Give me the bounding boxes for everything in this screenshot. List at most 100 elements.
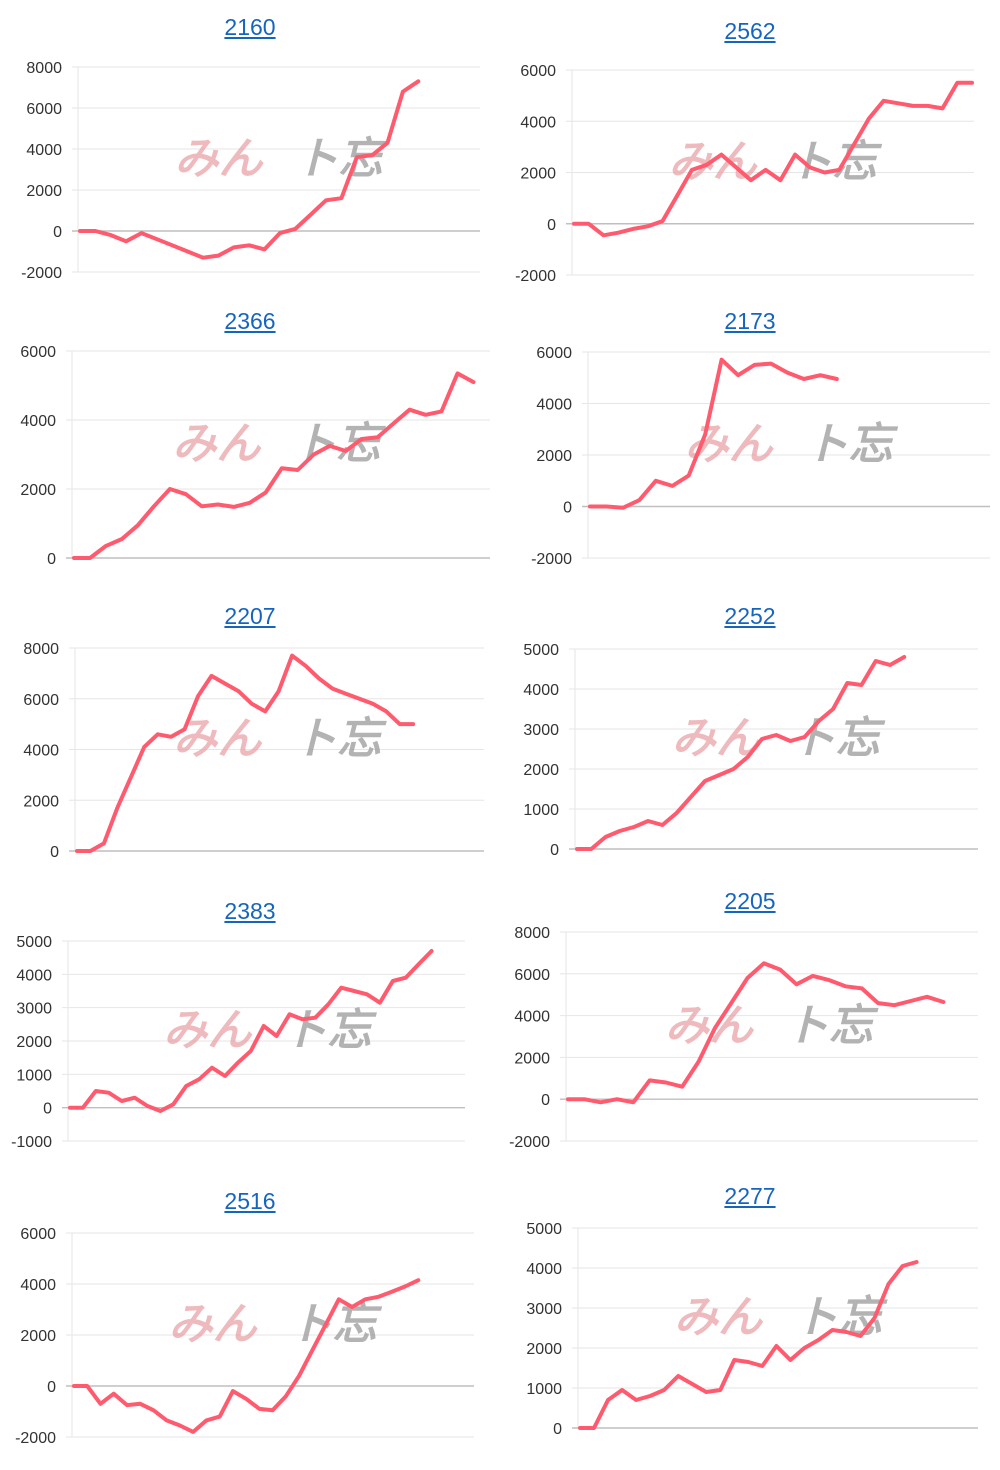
- y-tick-label: 2000: [16, 1034, 52, 1051]
- y-tick-label: 4000: [16, 967, 52, 984]
- watermark-logo-right: ト忘: [294, 134, 388, 185]
- chart-panel: 2173 -2000 0 2000 4000 6000 みん ト忘: [500, 300, 1000, 585]
- series-line: [72, 371, 476, 560]
- y-tick-label: -2000: [509, 1134, 550, 1151]
- y-tick-label: 4000: [514, 1009, 550, 1026]
- chart-title-link[interactable]: 2277: [724, 1183, 776, 1209]
- chart-panel: 2562 -2000 0 2000 4000 6000 みん ト忘: [500, 10, 1000, 295]
- watermark-logo-right: ト忘: [804, 419, 898, 470]
- y-tick-label: 2000: [523, 762, 559, 779]
- chart-title-link[interactable]: 2205: [724, 888, 776, 914]
- chart-panel: 2366 0 2000 4000 6000 みん ト忘: [0, 300, 500, 585]
- y-tick-label: 0: [50, 844, 59, 861]
- series-line: [68, 949, 434, 1113]
- y-tick-label: 3000: [523, 722, 559, 739]
- y-tick-label: 4000: [20, 1277, 56, 1294]
- y-tick-label: 6000: [20, 1226, 56, 1243]
- chart-title-link[interactable]: 2562: [724, 18, 776, 44]
- y-tick-label: 2000: [20, 1328, 56, 1345]
- y-tick-label: 2000: [520, 166, 556, 183]
- y-tick-label: -1000: [11, 1134, 52, 1151]
- series-line: [566, 961, 946, 1105]
- y-tick-label: 6000: [23, 692, 59, 709]
- y-tick-label: 5000: [16, 934, 52, 951]
- y-tick-label: 0: [541, 1092, 550, 1109]
- series-line: [78, 79, 421, 260]
- y-tick-label: -2000: [531, 551, 572, 568]
- y-tick-label: 4000: [520, 114, 556, 131]
- watermark-logo-right: ト忘: [293, 714, 387, 765]
- chart-title-link[interactable]: 2252: [724, 603, 776, 629]
- y-tick-label: 6000: [536, 345, 572, 362]
- chart-panel: 2516 -2000 0 2000 4000 6000 みん ト忘: [0, 1180, 500, 1465]
- y-tick-label: 5000: [523, 642, 559, 659]
- watermark-logo-left: みん: [674, 1292, 764, 1343]
- chart-title-link[interactable]: 2160: [224, 14, 276, 40]
- series-line: [572, 80, 974, 238]
- y-tick-label: 2000: [514, 1050, 550, 1067]
- y-tick-label: 4000: [20, 413, 56, 430]
- y-tick-label: 0: [47, 1379, 56, 1396]
- y-tick-label: 1000: [526, 1381, 562, 1398]
- y-tick-label: 0: [547, 217, 556, 234]
- line-chart: -1000 0 1000 2000 3000 4000 5000 みん ト忘: [11, 934, 465, 1151]
- chart-title-link[interactable]: 2173: [724, 308, 776, 334]
- y-tick-label: -2000: [15, 1430, 56, 1447]
- y-tick-label: 2000: [536, 448, 572, 465]
- y-tick-label: 4000: [23, 743, 59, 760]
- watermark-logo-left: みん: [665, 1001, 755, 1052]
- chart-title-link[interactable]: 2366: [224, 308, 276, 334]
- y-tick-label: 4000: [523, 682, 559, 699]
- y-tick-label: -2000: [21, 265, 62, 282]
- y-tick-label: 0: [53, 224, 62, 241]
- series-line: [578, 1260, 919, 1430]
- series-line: [588, 357, 839, 510]
- y-tick-label: 1000: [523, 802, 559, 819]
- line-chart: -2000 0 2000 4000 6000 8000 みん ト忘: [21, 60, 480, 282]
- line-chart: -2000 0 2000 4000 6000 8000 みん ト忘: [509, 925, 978, 1151]
- chart-title-link[interactable]: 2516: [224, 1188, 276, 1214]
- y-tick-label: 0: [563, 500, 572, 517]
- watermark-logo-left: みん: [163, 1005, 253, 1056]
- chart-panel: 2252 0 1000 2000 3000 4000 5000 みん ト忘: [500, 595, 1000, 880]
- y-tick-label: 2000: [20, 482, 56, 499]
- y-tick-label: 8000: [514, 925, 550, 942]
- chart-panel: 2277 0 1000 2000 3000 4000 5000 みん ト忘: [500, 1175, 1000, 1460]
- watermark-logo-left: みん: [168, 1299, 258, 1350]
- y-tick-label: 1000: [16, 1067, 52, 1084]
- y-tick-label: 2000: [526, 1341, 562, 1358]
- y-tick-label: 4000: [26, 142, 62, 159]
- chart-panel: 2383 -1000 0 1000 2000 3000 4000 5000 みん ト忘: [0, 890, 500, 1175]
- y-tick-label: 2000: [23, 793, 59, 810]
- watermark-logo-right: ト忘: [283, 1005, 377, 1056]
- y-tick-label: 2000: [26, 183, 62, 200]
- chart-title-link[interactable]: 2383: [224, 898, 276, 924]
- chart-panel: 2205 -2000 0 2000 4000 6000 8000 みん ト忘: [500, 880, 1000, 1165]
- watermark-logo-right: ト忘: [792, 713, 886, 764]
- chart-title-link[interactable]: 2207: [224, 603, 276, 629]
- y-tick-label: 0: [47, 551, 56, 568]
- watermark-logo-left: みん: [174, 134, 264, 185]
- y-tick-label: 0: [43, 1101, 52, 1118]
- y-tick-label: -2000: [515, 268, 556, 285]
- series-line: [575, 655, 907, 851]
- y-tick-label: 8000: [23, 641, 59, 658]
- watermark-logo-left: みん: [684, 419, 774, 470]
- y-tick-label: 0: [550, 842, 559, 859]
- y-tick-label: 8000: [26, 60, 62, 77]
- y-tick-label: 6000: [26, 101, 62, 118]
- y-tick-label: 6000: [20, 344, 56, 361]
- y-tick-label: 3000: [16, 1001, 52, 1018]
- y-tick-label: 3000: [526, 1301, 562, 1318]
- watermark-logo-right: ト忘: [794, 1292, 888, 1343]
- series-line: [72, 1278, 421, 1434]
- y-tick-label: 4000: [526, 1261, 562, 1278]
- chart-panel: 2160 -2000 0 2000 4000 6000 8000 みん ト忘: [0, 10, 500, 295]
